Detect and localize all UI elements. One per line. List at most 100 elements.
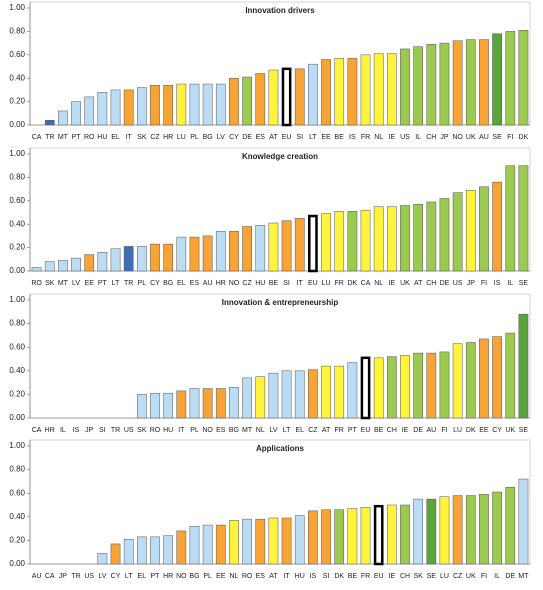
bar — [360, 209, 371, 272]
x-tick-label: AU — [32, 573, 42, 580]
bar — [202, 388, 213, 419]
x-tick-label: AT — [414, 280, 423, 287]
bar — [308, 214, 318, 273]
x-tick-label: NO — [176, 573, 187, 580]
bar — [308, 510, 318, 565]
x-tick-label: UK — [400, 280, 410, 287]
bar — [136, 536, 147, 565]
bar — [347, 58, 358, 126]
bar — [215, 524, 226, 565]
x-tick-label: PT — [72, 134, 82, 141]
x-tick-label: BE — [374, 427, 384, 434]
x-tick-label: LT — [112, 280, 120, 287]
x-tick-label: ES — [190, 280, 200, 287]
x-tick-label: DE — [242, 134, 252, 141]
bar — [255, 518, 266, 565]
x-tick-label: BG — [163, 280, 173, 287]
x-tick-label: BG — [203, 134, 213, 141]
x-tick-label: CY — [229, 134, 239, 141]
x-tick-label: HU — [97, 134, 107, 141]
bar — [97, 553, 108, 565]
x-tick-label: LV — [269, 427, 277, 434]
x-tick-label: EL — [111, 134, 120, 141]
x-tick-label: EE — [85, 280, 95, 287]
bar — [215, 83, 226, 126]
x-tick-label: FR — [361, 134, 370, 141]
x-tick-label: SI — [323, 573, 330, 580]
x-tick-label: DE — [413, 427, 423, 434]
bar — [505, 332, 516, 419]
x-tick-label: RO — [31, 280, 42, 287]
bar — [44, 261, 55, 272]
x-tick-label: AU — [479, 134, 489, 141]
x-tick-label: JP — [440, 134, 449, 141]
bar — [110, 248, 121, 272]
bar — [202, 524, 213, 565]
bar — [360, 54, 371, 126]
bar — [347, 508, 358, 565]
y-tick-label: 1.00 — [9, 295, 25, 304]
x-tick-label: US — [124, 427, 134, 434]
bar — [308, 63, 318, 126]
bar — [347, 211, 358, 272]
x-tick-label: FR — [361, 573, 370, 580]
bar — [97, 252, 108, 272]
y-tick-label: 0.80 — [9, 319, 25, 328]
x-tick-label: CZ — [150, 134, 160, 141]
bar — [255, 376, 266, 419]
bar — [426, 498, 437, 565]
x-tick-label: ES — [256, 134, 266, 141]
x-tick-label: FI — [481, 573, 487, 580]
bar — [123, 538, 134, 565]
bar — [518, 313, 529, 419]
y-tick-label: 0.40 — [9, 73, 25, 82]
bar — [71, 257, 81, 272]
bar — [71, 101, 81, 126]
y-tick-label: 0.20 — [9, 243, 25, 252]
y-tick-label: 0.80 — [9, 173, 25, 182]
bar — [505, 487, 516, 565]
x-tick-label: EE — [479, 427, 489, 434]
bar — [465, 495, 476, 565]
x-tick-label: NL — [229, 573, 238, 580]
x-tick-label: IL — [507, 280, 513, 287]
x-tick-label: HR — [163, 573, 173, 580]
y-tick-label: 0.60 — [9, 342, 25, 351]
x-tick-label: IT — [283, 573, 290, 580]
x-tick-label: LT — [309, 134, 317, 141]
x-tick-label: TR — [111, 427, 120, 434]
bar — [294, 218, 305, 272]
x-tick-label: RO — [84, 134, 95, 141]
x-tick-label: DE — [505, 573, 515, 580]
bar — [518, 478, 529, 565]
x-tick-label: IT — [297, 280, 304, 287]
x-tick-label: CZ — [308, 427, 318, 434]
chart-title: Innovation & entrepreneurship — [222, 298, 339, 307]
x-tick-label: MT — [242, 427, 253, 434]
bar — [294, 68, 305, 126]
bar — [176, 236, 187, 272]
bar — [400, 355, 410, 419]
x-tick-label: IL — [415, 134, 421, 141]
x-tick-label: AU — [426, 427, 436, 434]
x-tick-label: LU — [453, 427, 462, 434]
x-tick-label: RO — [242, 573, 253, 580]
bar — [163, 243, 174, 272]
x-tick-label: PT — [151, 573, 161, 580]
bar — [386, 206, 397, 272]
bar — [413, 498, 424, 565]
x-tick-label: NL — [374, 280, 383, 287]
x-tick-label: US — [400, 134, 410, 141]
x-tick-label: UK — [466, 134, 476, 141]
x-tick-label: EL — [138, 573, 147, 580]
x-tick-label: FI — [441, 427, 447, 434]
bar — [242, 76, 252, 126]
bar — [479, 494, 489, 565]
x-tick-label: SI — [283, 280, 290, 287]
x-tick-label: MT — [58, 134, 69, 141]
x-tick-label: NO — [229, 280, 240, 287]
bar — [136, 87, 147, 126]
chart-title: Innovation drivers — [245, 6, 315, 15]
y-tick-label: 1.00 — [9, 3, 25, 12]
x-tick-label: IS — [310, 573, 317, 580]
